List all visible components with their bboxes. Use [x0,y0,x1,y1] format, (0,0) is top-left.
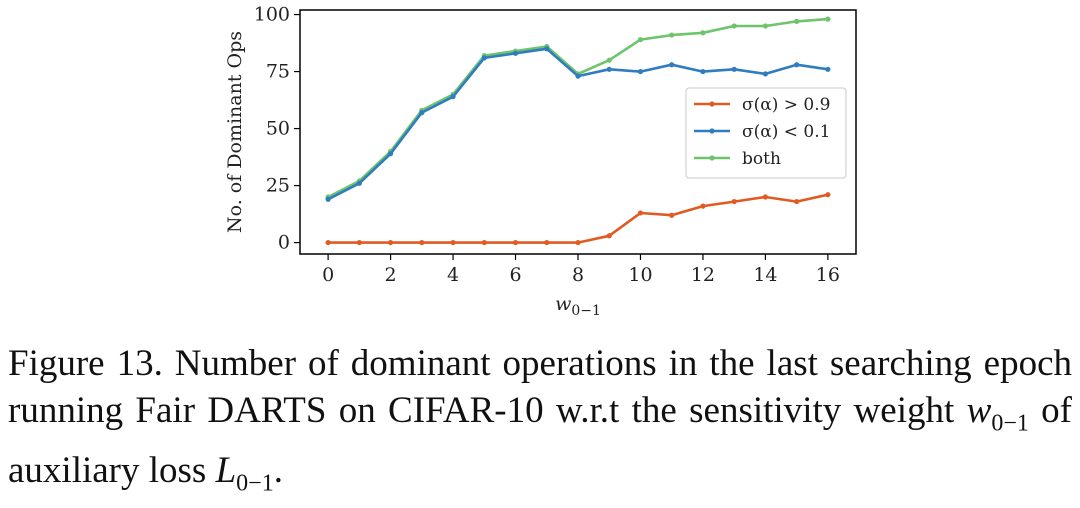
data-point-0 [575,239,581,246]
data-point-0 [825,192,831,198]
data-point-0 [544,239,550,246]
legend: σ(α) > 0.9 σ(α) < 0.1 both [685,87,847,179]
data-point-0 [481,239,487,246]
data-point-1 [387,151,394,157]
x-tick-label: 6 [509,264,521,286]
data-point-0 [606,233,612,239]
x-tick-label: 8 [572,264,584,286]
x-tick-label: 12 [691,264,715,286]
data-point-0 [356,239,362,246]
data-point-1 [481,55,487,61]
y-tick-label: 100 [254,4,290,26]
x-axis-title: w0−1 [555,293,601,319]
x-axis: 0 2 4 6 8 10 12 14 16 [322,254,840,286]
x-tick-label: 4 [447,264,459,286]
y-tick-label: 0 [278,232,290,254]
data-point-1 [700,68,706,75]
data-point-0 [419,239,425,246]
data-point-2 [637,37,644,43]
data-point-2 [700,30,706,36]
legend-label: σ(α) > 0.9 [742,95,830,115]
data-point-1 [637,68,644,75]
data-point-1 [575,73,581,79]
plot-area [325,16,831,246]
data-point-2 [762,23,769,29]
y-tick-label: 25 [266,175,290,197]
x-tick-label: 14 [753,264,777,286]
data-point-1 [356,180,362,186]
data-point-1 [419,110,425,116]
data-point-0 [731,198,737,205]
data-point-1 [325,196,331,202]
data-point-1 [450,94,456,100]
data-point-2 [794,18,800,25]
data-point-1 [606,66,612,72]
series-line-0 [328,193,829,244]
y-tick-label: 75 [266,61,290,83]
data-point-2 [731,23,737,29]
x-tick-label: 16 [816,264,840,286]
data-point-0 [700,203,706,209]
data-point-0 [450,239,456,246]
data-point-2 [825,16,831,22]
legend-label: σ(α) < 0.1 [742,122,830,142]
legend-marker [709,155,715,161]
x-tick-label: 10 [628,264,652,286]
data-point-1 [762,71,769,77]
data-point-0 [512,239,519,246]
legend-label: both [742,149,781,169]
data-point-0 [762,194,769,200]
data-point-0 [387,239,394,246]
data-point-1 [669,62,675,68]
legend-box [685,87,847,179]
data-point-0 [794,198,800,205]
y-axis: 0 25 50 75 100 [254,4,300,254]
data-point-0 [669,212,675,218]
data-point-2 [606,57,612,63]
legend-marker [709,101,715,107]
data-point-1 [512,50,519,56]
x-tick-label: 0 [322,264,334,286]
data-point-0 [325,239,331,246]
figure-caption: Figure 13. Number of dominant operations… [8,343,1073,497]
data-point-1 [731,66,737,72]
line-chart: 0 2 4 6 8 10 12 14 16 0 25 50 75 100 w0−1 No. of Dom… [224,4,857,319]
data-point-1 [825,66,831,72]
data-point-2 [669,32,675,38]
legend-marker [709,128,715,134]
y-axis-title: No. of Dominant Ops [224,31,246,233]
data-point-1 [544,46,550,52]
y-tick-label: 50 [266,118,290,140]
data-point-1 [794,62,800,68]
x-tick-label: 2 [385,264,397,286]
data-point-0 [637,210,644,216]
